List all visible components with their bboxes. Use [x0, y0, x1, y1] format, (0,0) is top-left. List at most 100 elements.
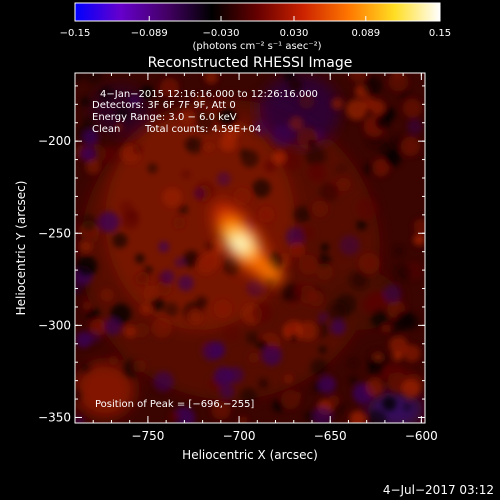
speckle: [356, 198, 378, 219]
speckle: [100, 288, 114, 302]
speckle: [252, 179, 271, 198]
speckle: [108, 355, 119, 366]
speckle: [87, 330, 101, 344]
speckle: [349, 410, 367, 423]
speckle: [293, 206, 311, 224]
speckle: [213, 299, 233, 319]
speckle: [245, 331, 259, 345]
clean-speckles: [75, 73, 425, 423]
speckle: [100, 146, 118, 164]
speckle: [330, 319, 346, 335]
speckle: [196, 255, 216, 275]
speckle: [80, 146, 96, 162]
plot-frame: [74, 72, 426, 424]
speckle: [80, 215, 97, 232]
speckle: [382, 324, 391, 333]
speckle: [403, 344, 421, 362]
speckle: [132, 144, 143, 155]
x-tick-label: −700: [223, 429, 256, 443]
speckle: [362, 76, 382, 96]
speckle: [147, 163, 158, 174]
speckle: [164, 302, 179, 317]
speckle: [128, 94, 141, 107]
speckle: [188, 310, 203, 324]
speckle: [401, 379, 421, 399]
speckle: [310, 358, 328, 376]
speckle: [75, 73, 84, 83]
speckle: [367, 359, 385, 377]
speckle: [283, 73, 296, 82]
chart-title: Reconstructed RHESSI Image: [148, 55, 353, 71]
speckle: [252, 303, 273, 323]
speckle: [318, 345, 327, 354]
speckle: [308, 163, 326, 182]
speckle: [76, 255, 98, 277]
annotation-peak-position: Position of Peak = [−696,−255]: [95, 399, 254, 410]
speckle: [185, 136, 203, 154]
speckle: [300, 225, 315, 241]
speckle: [294, 282, 311, 300]
colorbar-tick-label: 0.089: [351, 28, 380, 39]
speckle: [361, 297, 378, 314]
y-tick-label: −300: [38, 318, 71, 332]
speckle: [375, 114, 390, 130]
colorbar-unit-label: (photons cm⁻² s⁻¹ asec⁻²): [192, 41, 321, 52]
speckle: [177, 204, 189, 216]
speckle: [346, 99, 367, 120]
speckle: [298, 254, 319, 275]
annotation-time-range: 4−Jan−2015 12:16:16.000 to 12:26:16.000: [100, 89, 318, 100]
speckle: [272, 150, 286, 165]
speckle: [82, 129, 99, 146]
speckle: [143, 285, 160, 302]
x-tick-label: −600: [405, 429, 438, 443]
speckle: [115, 107, 130, 121]
speckle: [86, 307, 101, 322]
speckle: [369, 99, 386, 116]
speckle: [195, 112, 216, 133]
speckle: [98, 211, 120, 233]
speckle: [156, 280, 173, 296]
speckle: [296, 127, 319, 149]
speckle: [169, 411, 180, 423]
speckle: [220, 384, 235, 399]
speckle: [160, 269, 175, 284]
speckle: [271, 124, 292, 146]
speckle: [84, 229, 99, 244]
speckle: [388, 73, 409, 92]
speckle: [183, 250, 200, 268]
x-tick-label: −750: [131, 429, 164, 443]
speckle: [382, 396, 397, 411]
speckle: [256, 339, 268, 351]
annotation-energy-range: Energy Range: 3.0 − 6.0 keV: [92, 112, 237, 123]
speckle: [402, 402, 412, 412]
speckle: [258, 378, 269, 389]
speckle: [222, 324, 240, 342]
speckle: [158, 241, 170, 253]
speckle: [233, 187, 252, 206]
axis-ticks: −750 −700 −650 −600 −200 −250 −300 −350: [38, 73, 438, 443]
speckle: [258, 206, 275, 223]
speckle: [288, 78, 303, 93]
speckle: [119, 200, 134, 215]
colorbar-tick-label: −0.089: [131, 28, 168, 39]
speckle: [400, 136, 421, 157]
speckle: [298, 93, 315, 110]
speckle: [211, 400, 231, 420]
speckle: [204, 142, 214, 152]
speckle: [133, 359, 146, 373]
speckle: [80, 97, 91, 107]
speckle: [80, 362, 90, 373]
speckle: [75, 389, 81, 402]
speckle: [288, 298, 298, 307]
speckle: [216, 171, 231, 187]
speckle: [318, 375, 336, 394]
speckle: [121, 211, 140, 230]
speckle: [284, 154, 302, 171]
colorbar-tick-label: −0.15: [60, 28, 91, 39]
speckle: [394, 246, 404, 256]
speckle: [307, 139, 316, 148]
heatmap-image: [75, 73, 425, 423]
y-tick-label: −250: [38, 226, 71, 240]
colorbar-tick-label: 0.15: [429, 28, 451, 39]
speckle: [219, 134, 237, 152]
